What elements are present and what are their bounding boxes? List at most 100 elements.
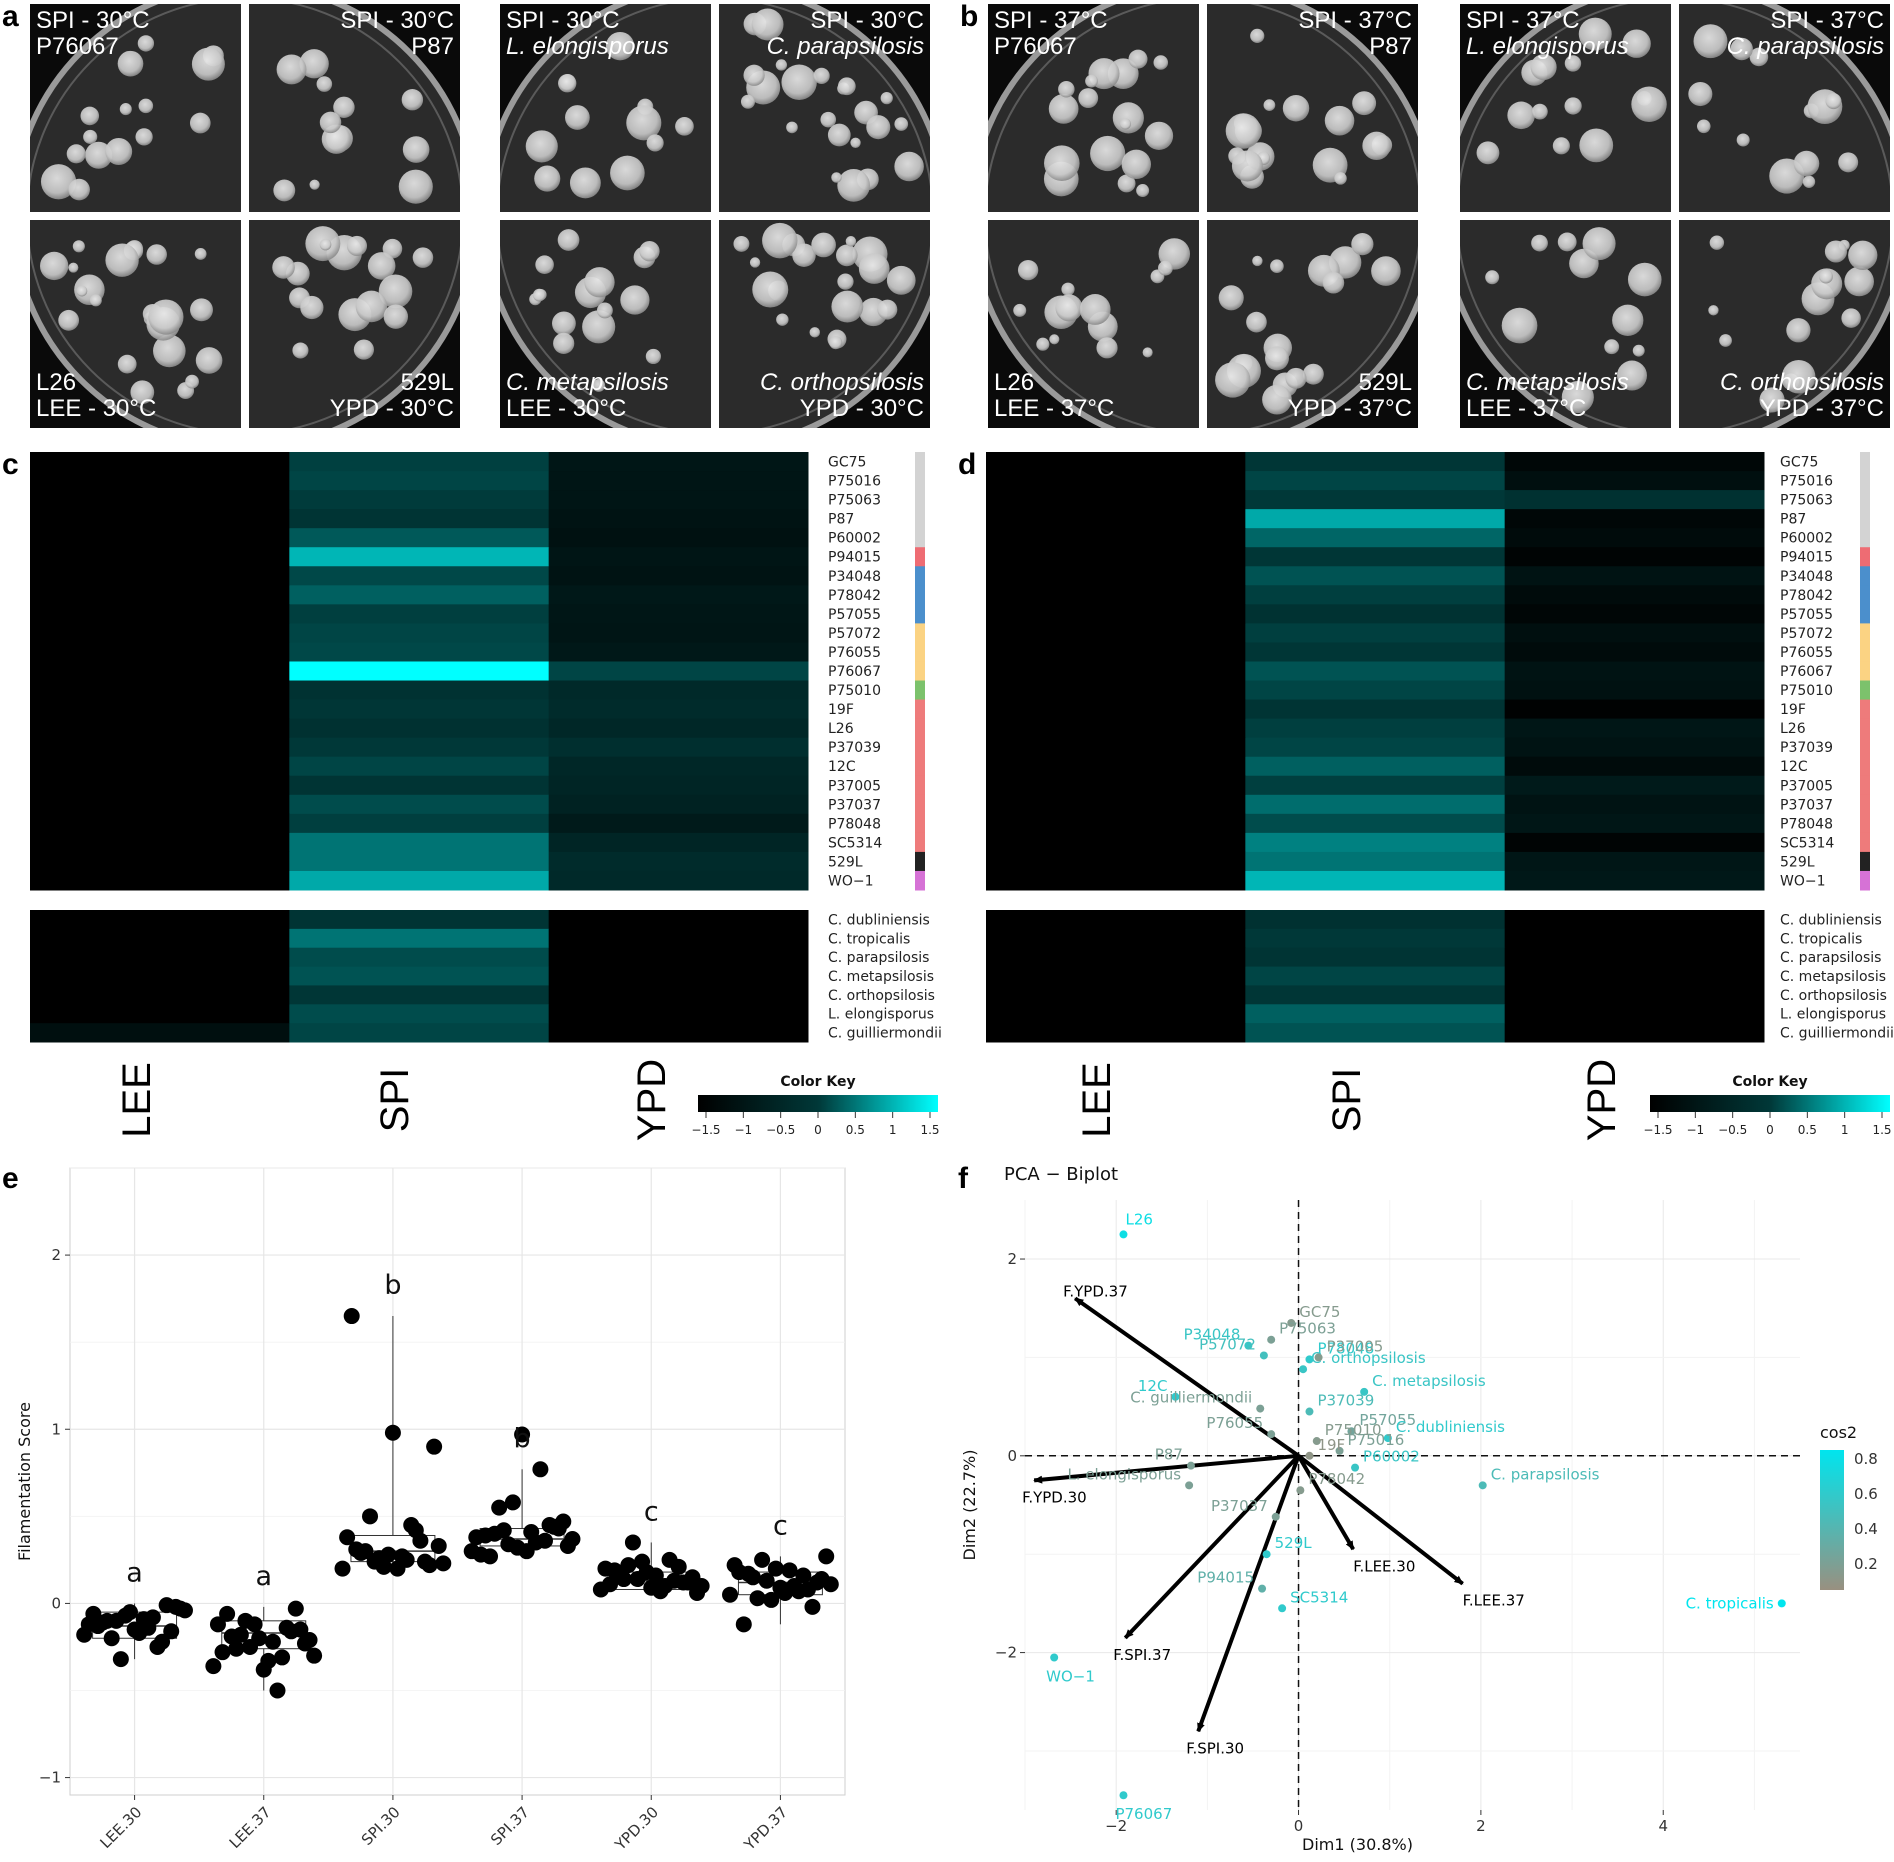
quadrant-content xyxy=(988,4,1199,212)
quadrant-content xyxy=(1460,220,1671,428)
colony xyxy=(1848,240,1878,270)
pca-point-label: P75016 xyxy=(1348,1431,1405,1449)
pca-point-label: P78042 xyxy=(1308,1470,1365,1488)
colony xyxy=(40,164,77,200)
y-tick-label: −2 xyxy=(995,1644,1017,1662)
heatmap-cell xyxy=(1245,680,1506,701)
pca-point xyxy=(1314,1353,1323,1362)
plate-label: SPI - 37°C xyxy=(1466,7,1580,34)
heatmap-cell xyxy=(1245,604,1506,624)
heatmap-cell xyxy=(30,680,290,701)
heatmap-cell xyxy=(986,775,1246,796)
heatmap-cell xyxy=(986,490,1246,510)
heatmap-cell xyxy=(1245,1023,1506,1043)
heatmap-cell xyxy=(986,851,1246,872)
strain-label: P94015 xyxy=(828,550,881,566)
heatmap-cell xyxy=(289,928,550,949)
quadrant-content xyxy=(1207,4,1418,212)
plate-label: SPI - 30°C xyxy=(810,7,924,34)
heatmap-cell xyxy=(1245,985,1506,1005)
plate-label: 529L xyxy=(1359,369,1412,396)
heatmap-cell xyxy=(30,813,290,834)
significance-letter: c xyxy=(773,1510,788,1541)
colony xyxy=(584,267,615,298)
clade-color-bar xyxy=(915,756,925,777)
colony xyxy=(1036,337,1050,351)
colony xyxy=(1531,103,1548,120)
colony xyxy=(646,134,664,152)
colony xyxy=(1142,347,1153,358)
vector-label: F.YPD.37 xyxy=(1063,1282,1128,1300)
data-point xyxy=(416,1553,433,1570)
panel-label-a: a xyxy=(2,0,19,33)
heatmap-cell xyxy=(30,775,290,796)
heatmap-cell xyxy=(30,547,290,567)
petri-dish xyxy=(719,4,930,212)
heatmap-cell xyxy=(986,699,1246,720)
data-point xyxy=(675,1574,692,1591)
strain-label: 12C xyxy=(1780,759,1808,775)
heatmap-cell xyxy=(548,737,809,758)
x-tick-label: LEE.37 xyxy=(226,1803,275,1852)
data-point xyxy=(112,1651,129,1668)
clade-color-bar xyxy=(1860,718,1870,739)
colony xyxy=(1627,262,1662,297)
plate-label: P87 xyxy=(411,33,454,60)
x-tick-label: YPD.30 xyxy=(611,1803,662,1854)
data-point xyxy=(94,1614,111,1631)
data-point xyxy=(176,1602,193,1619)
significance-letter: a xyxy=(255,1561,272,1592)
quadrant-content xyxy=(719,4,930,212)
data-point xyxy=(754,1551,771,1568)
colony xyxy=(1085,74,1098,88)
clade-color-bar xyxy=(1860,490,1870,510)
strain-label: P94015 xyxy=(1780,550,1833,566)
colony xyxy=(877,299,898,320)
petri-dish xyxy=(500,4,711,212)
colony xyxy=(353,339,374,360)
heatmap-cell xyxy=(1245,1004,1506,1024)
colony xyxy=(1793,150,1820,177)
colony xyxy=(1058,80,1075,98)
data-point xyxy=(362,1508,379,1525)
data-point xyxy=(799,1581,816,1598)
heatmap-cell xyxy=(986,794,1246,815)
colony xyxy=(1153,55,1169,70)
colony xyxy=(189,112,211,134)
heatmap-cell xyxy=(289,623,550,643)
colony xyxy=(1825,93,1842,110)
colony xyxy=(1802,175,1816,188)
heatmap-cell xyxy=(1504,490,1765,510)
heatmap-cell xyxy=(289,471,550,491)
colony xyxy=(1371,256,1401,286)
species-label: C. guilliermondii xyxy=(828,1026,942,1042)
panel-label-c: c xyxy=(2,448,19,481)
heatmap-cell xyxy=(1504,509,1765,529)
pca-point-label: WO−1 xyxy=(1046,1668,1095,1686)
colony xyxy=(1578,17,1612,51)
colony xyxy=(1302,363,1324,385)
colony xyxy=(792,243,816,267)
colony xyxy=(1819,269,1833,284)
colony xyxy=(1121,149,1151,180)
clade-color-bar xyxy=(1860,870,1870,891)
panel-label-b: b xyxy=(960,0,978,33)
heatmap-cell xyxy=(986,718,1246,739)
heatmap-cell xyxy=(548,585,809,605)
clade-color-bar xyxy=(915,547,925,567)
heatmap-cell xyxy=(986,832,1246,853)
heatmap-cell xyxy=(1504,471,1765,491)
plate-quadrant-tr: SPI - 30°CC. parapsilosis xyxy=(719,4,930,212)
heatmap-cell xyxy=(1504,1023,1765,1043)
clade-color-bar xyxy=(915,566,925,586)
pca-point xyxy=(1186,1461,1195,1470)
plate-label: P87 xyxy=(1369,33,1412,60)
data-point xyxy=(781,1562,798,1579)
colony xyxy=(1749,47,1769,67)
colony xyxy=(1265,346,1289,371)
colony xyxy=(1225,113,1262,149)
species-label: C. parapsilosis xyxy=(828,950,929,966)
heatmap-cell xyxy=(1504,928,1765,949)
